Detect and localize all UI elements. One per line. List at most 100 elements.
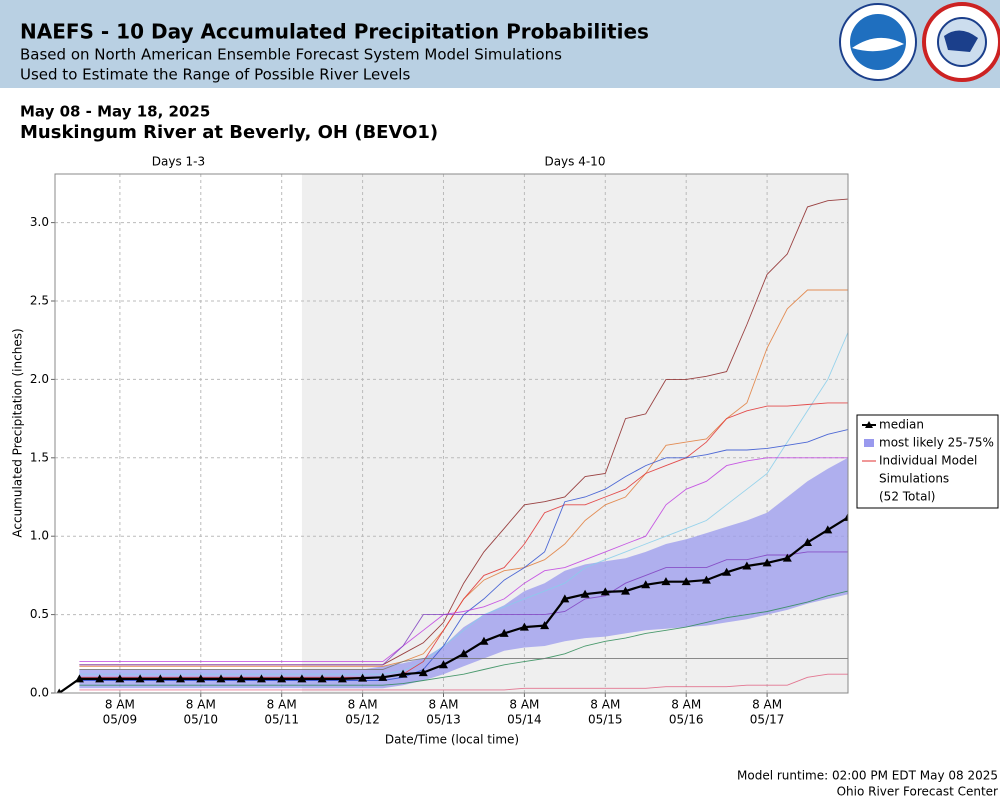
median-marker	[803, 537, 813, 546]
x-tick-date: 05/14	[507, 713, 542, 727]
median-marker	[782, 553, 792, 562]
median-marker	[95, 674, 105, 683]
median-marker	[621, 586, 631, 595]
date-range: May 08 - May 18, 2025	[20, 103, 210, 121]
median-marker	[196, 674, 206, 683]
median-marker	[216, 674, 226, 683]
location: Muskingum River at Beverly, OH (BEVO1)	[20, 122, 438, 143]
median-marker	[742, 561, 752, 570]
median-line	[58, 516, 848, 693]
plot-frame	[54, 173, 849, 694]
x-tick-label: 8 AM	[267, 698, 297, 712]
x-tick-label: 8 AM	[590, 698, 620, 712]
y-tick-label: 2.5	[30, 294, 49, 308]
x-tick-date: 05/11	[264, 713, 299, 727]
simulation-line	[79, 457, 848, 663]
x-tick-date: 05/15	[588, 713, 623, 727]
footer: Model runtime: 02:00 PM EDT May 08 2025	[737, 769, 998, 783]
legend-label: Individual Model	[879, 454, 977, 468]
x-tick-label: 8 AM	[186, 698, 216, 712]
median-marker	[277, 674, 287, 683]
median-marker	[135, 674, 145, 683]
plot-layer	[56, 198, 848, 693]
median-marker	[580, 589, 590, 598]
x-tick-label: 8 AM	[348, 698, 378, 712]
median-marker	[681, 577, 691, 586]
y-tick-label: 0.5	[30, 607, 49, 621]
y-tick-label: 0.0	[30, 686, 49, 700]
x-axis-label: Date/Time (local time)	[385, 733, 519, 747]
median-marker	[176, 674, 186, 683]
legend-label: most likely 25-75%	[879, 436, 994, 450]
legend-label: median	[879, 418, 924, 432]
median-marker	[236, 674, 246, 683]
y-tick-label: 1.0	[30, 529, 49, 543]
x-tick-label: 8 AM	[752, 698, 782, 712]
noaa-logo	[839, 3, 917, 81]
y-axis-label: Accumulated Precipitation (inches)	[11, 328, 25, 537]
median-marker	[762, 558, 772, 567]
simulation-line	[79, 551, 848, 666]
x-tick-label: 8 AM	[105, 698, 135, 712]
subtitle: Based on North American Ensemble Forecas…	[20, 46, 562, 64]
median-marker	[418, 668, 428, 677]
median-marker	[337, 674, 347, 683]
median-marker	[256, 674, 266, 683]
median-marker	[641, 580, 651, 589]
median-marker	[398, 669, 408, 678]
simulation-line	[79, 658, 848, 670]
subtitle: Used to Estimate the Range of Possible R…	[20, 66, 410, 84]
median-marker	[479, 636, 489, 645]
period-label: Days 1-3	[152, 155, 205, 169]
median-marker	[560, 594, 570, 603]
simulation-line	[79, 332, 848, 675]
nws-logo	[922, 2, 1000, 82]
median-marker	[701, 575, 711, 584]
median-marker	[297, 674, 307, 683]
median-marker	[600, 587, 610, 596]
y-tick-label: 1.5	[30, 450, 49, 464]
legend-label: (52 Total)	[879, 490, 935, 504]
legend-label: Simulations	[879, 472, 949, 486]
simulation-line	[79, 402, 848, 678]
median-marker	[115, 674, 125, 683]
footer: Ohio River Forecast Center	[837, 785, 998, 799]
x-tick-date: 05/09	[103, 713, 138, 727]
x-tick-label: 8 AM	[509, 698, 539, 712]
simulation-line	[79, 673, 848, 691]
median-marker	[540, 621, 550, 630]
y-tick-label: 2.0	[30, 372, 49, 386]
median-marker	[499, 628, 509, 637]
median-marker	[459, 649, 469, 658]
legend-box	[856, 414, 999, 509]
x-tick-date: 05/12	[345, 713, 380, 727]
title: NAEFS - 10 Day Accumulated Precipitation…	[20, 20, 649, 44]
legend-median-marker	[865, 421, 873, 428]
median-marker	[358, 673, 368, 682]
median-marker	[317, 674, 327, 683]
median-marker	[438, 660, 448, 669]
median-marker	[843, 512, 848, 521]
median-marker	[56, 688, 62, 693]
x-tick-label: 8 AM	[428, 698, 458, 712]
median-marker	[661, 577, 671, 586]
median-marker	[74, 674, 84, 683]
legend: median most likely 25-75% Individual Model…	[856, 414, 999, 509]
header-band	[0, 0, 1000, 88]
median-marker	[378, 672, 388, 681]
median-marker	[155, 674, 165, 683]
x-tick-date: 05/13	[426, 713, 461, 727]
x-tick-date: 05/10	[183, 713, 218, 727]
simulation-line	[79, 590, 848, 686]
period-label: Days 4-10	[544, 155, 605, 169]
median-marker	[823, 525, 833, 534]
band-area	[79, 457, 848, 689]
y-tick-label: 3.0	[30, 215, 49, 229]
x-tick-date: 05/16	[669, 713, 704, 727]
legend-band-swatch	[864, 439, 874, 447]
median-marker	[722, 567, 732, 576]
x-tick-label: 8 AM	[671, 698, 701, 712]
x-tick-date: 05/17	[750, 713, 785, 727]
median-marker	[519, 622, 529, 631]
